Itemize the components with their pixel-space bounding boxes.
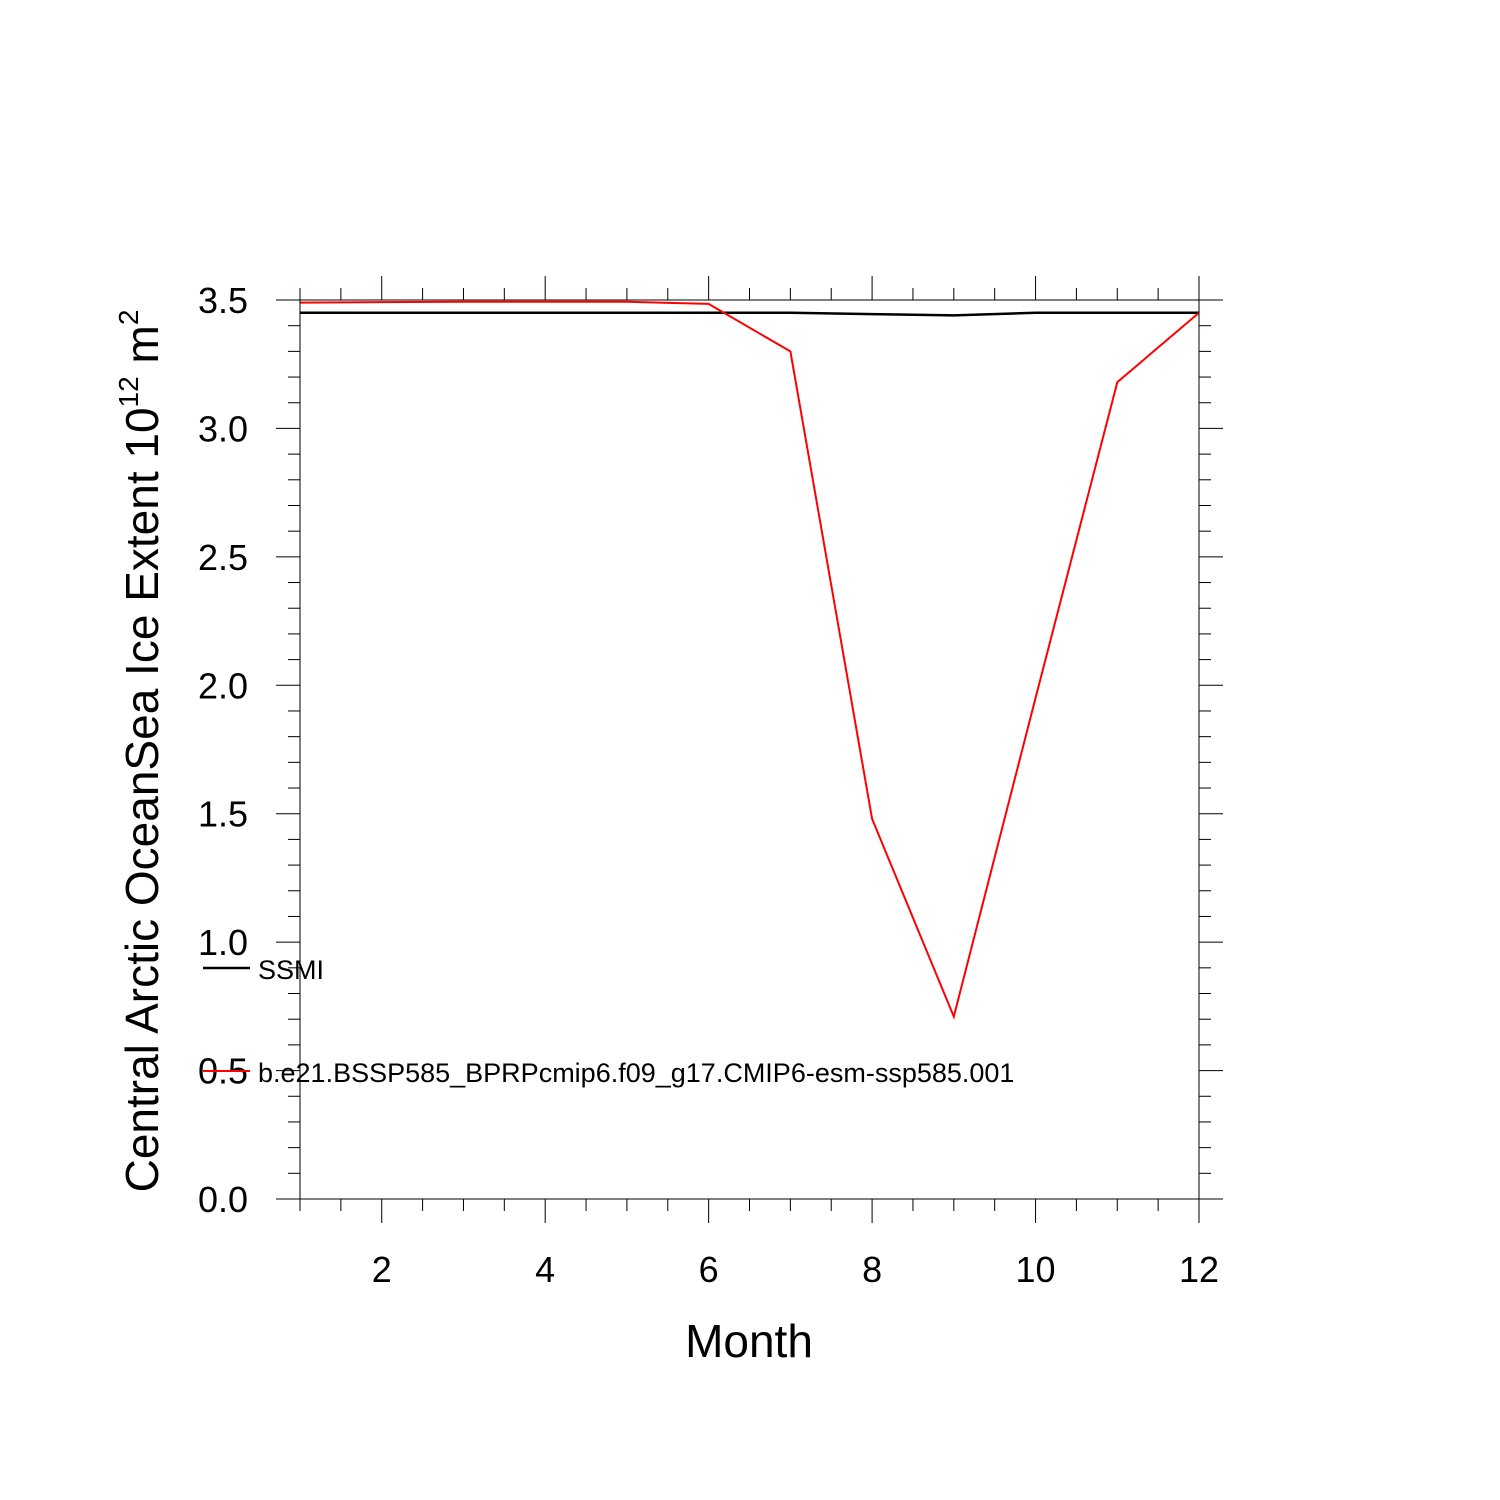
x-tick-label: 6 — [699, 1249, 719, 1290]
y-tick-label: 2.5 — [198, 537, 248, 578]
legend-label: SSMI — [258, 955, 324, 985]
y-axis-title-unit: m — [116, 325, 168, 376]
y-axis-title-main: Central Arctic OceanSea Ice Extent 10 — [116, 407, 168, 1192]
x-tick-label: 10 — [1016, 1249, 1056, 1290]
y-tick-label: 2.0 — [198, 665, 248, 706]
series-line-model — [299, 300, 1200, 1020]
plot-frame — [299, 299, 1200, 1200]
y-axis-title-unit-exponent: 2 — [113, 310, 144, 326]
y-tick-label: 1.0 — [198, 922, 248, 963]
series-line-ssmi — [300, 311, 1199, 317]
major-ticks — [276, 276, 1223, 1223]
y-tick-label: 0.0 — [198, 1179, 248, 1220]
y-tick-label: 3.5 — [198, 280, 248, 321]
legend-label: b.e21.BSSP585_BPRPcmip6.f09_g17.CMIP6-es… — [258, 1058, 1014, 1088]
y-axis-title-exponent: 12 — [113, 376, 144, 407]
legend: SSMI b.e21.BSSP585_BPRPcmip6.f09_g17.CMIP… — [203, 955, 1014, 1088]
x-axis-title: Month — [685, 1315, 813, 1367]
x-tick-label: 2 — [372, 1249, 392, 1290]
series-lines — [299, 300, 1200, 1020]
x-tick-label: 8 — [862, 1249, 882, 1290]
x-tick-label: 12 — [1179, 1249, 1219, 1290]
y-tick-label: 3.0 — [198, 408, 248, 449]
y-tick-label: 1.5 — [198, 794, 248, 835]
y-axis-title: Central Arctic OceanSea Ice Extent 1012 … — [113, 310, 168, 1193]
tick-labels: 2 4 6 8 10 120.00.51.01.52.02.53.03.5 — [198, 280, 1219, 1290]
minor-ticks — [288, 288, 1211, 1211]
x-tick-label: 4 — [535, 1249, 555, 1290]
